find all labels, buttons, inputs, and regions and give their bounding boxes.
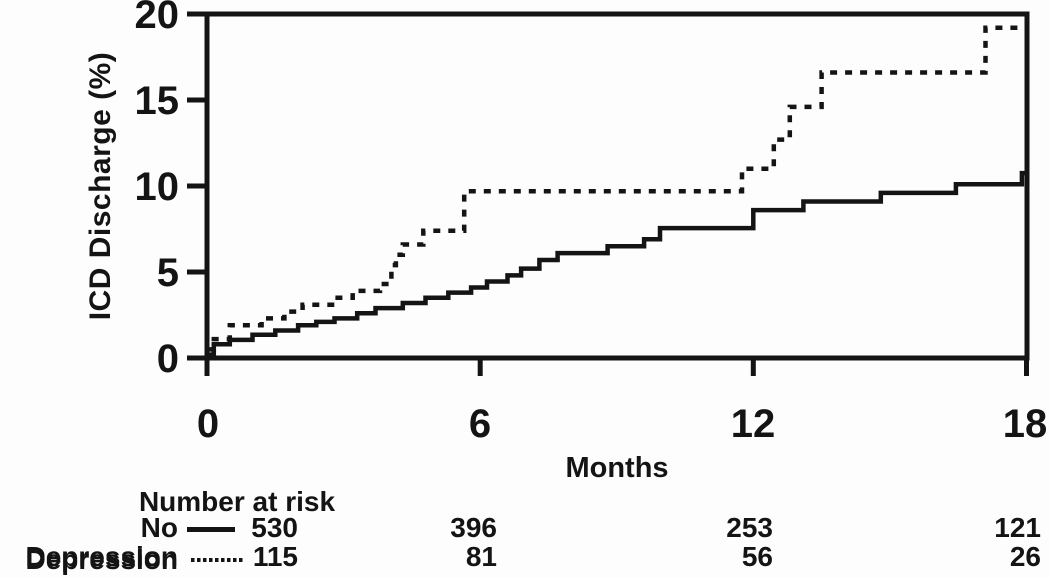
risk-count: 253	[726, 512, 773, 543]
solid-line-legend-icon	[187, 527, 235, 532]
risk-count: 121	[994, 512, 1041, 543]
dotted-line-legend-icon	[191, 558, 243, 562]
x-tick-12: 12	[731, 402, 776, 446]
risk-table-heading: Number at risk	[138, 486, 336, 517]
y-tick-0: 0	[157, 337, 179, 381]
y-tick-10: 10	[135, 165, 180, 209]
risk-row-no-depression: No Depression 530 396 253 121	[0, 512, 1050, 575]
x-tick-18: 18	[1003, 402, 1048, 446]
risk-count: 115	[252, 541, 298, 572]
risk-row-depression: Depression 115 81 56 26	[0, 541, 1050, 572]
x-tick-labels: 0 6 12 18	[197, 402, 1047, 446]
y-tick-20: 20	[135, 0, 180, 37]
risk-count: 81	[465, 541, 497, 572]
x-tick-6: 6	[469, 402, 491, 446]
risk-row-label: No Depression	[25, 512, 179, 575]
x-axis-ticks	[204, 358, 1029, 376]
risk-count: 396	[450, 512, 497, 543]
y-tick-labels: 0 5 10 15 20	[135, 0, 180, 381]
y-tick-15: 15	[135, 79, 180, 123]
risk-row-label: Depression	[25, 541, 179, 572]
risk-count: 530	[251, 512, 298, 543]
x-tick-0: 0	[197, 402, 219, 446]
x-axis-title: Months	[565, 452, 669, 484]
series-curves	[207, 25, 1027, 357]
y-axis-title: ICD Discharge (%)	[84, 52, 117, 321]
y-axis-ticks	[187, 11, 207, 361]
risk-count: 26	[1009, 541, 1041, 572]
y-tick-5: 5	[157, 251, 179, 295]
risk-count: 56	[741, 541, 773, 572]
curve-no-depression	[207, 170, 1027, 357]
curve-depression	[207, 25, 1018, 352]
